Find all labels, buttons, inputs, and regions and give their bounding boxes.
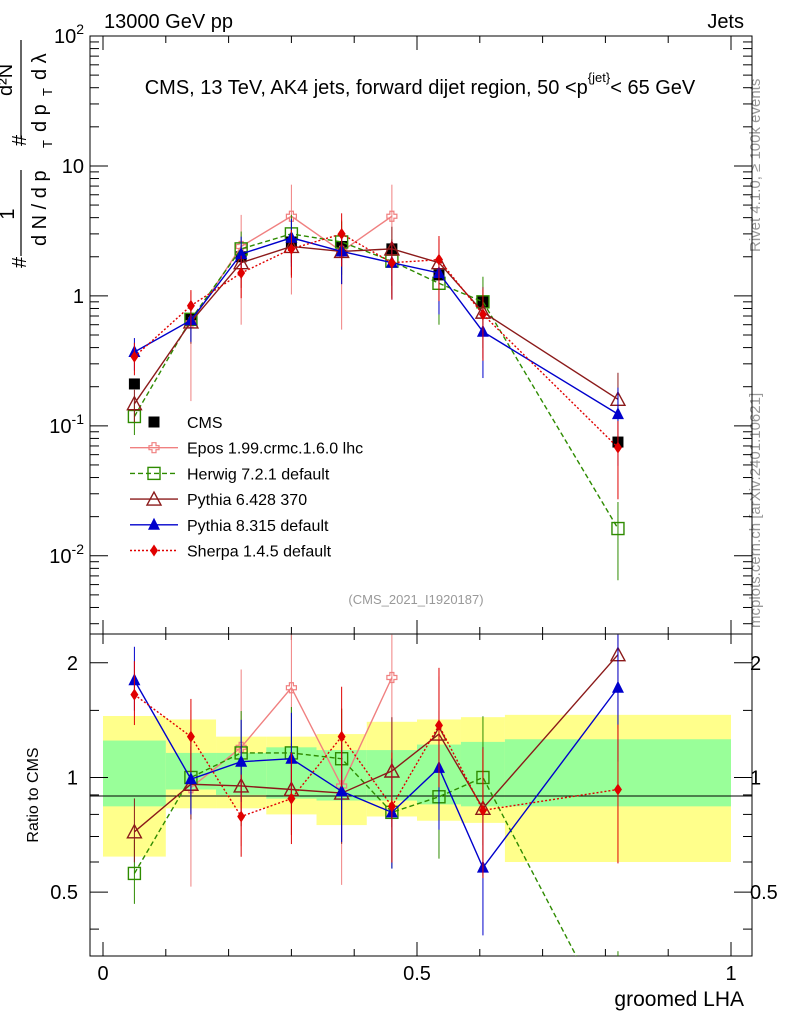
ratio-tick-label-right: 1 (750, 767, 761, 789)
svg-text:#: # (9, 256, 31, 268)
ratio-point (337, 730, 346, 743)
svg-text:T: T (40, 140, 55, 148)
y-tick-label: 1 (73, 286, 84, 308)
data-point (235, 247, 248, 260)
legend-marker (150, 544, 158, 557)
ratio-series (126, 634, 627, 956)
x-tick-label: 0.5 (403, 963, 431, 985)
x-axis-label: groomed LHA (614, 988, 744, 1011)
main-series (126, 184, 627, 581)
data-point (611, 407, 624, 420)
legend-label: Pythia 6.428 370 (187, 492, 307, 509)
ratio-tick-label: 2 (67, 653, 78, 675)
data-point (237, 267, 246, 280)
y-tick-label: 102 (54, 21, 84, 48)
svg-text:d²N: d²N (0, 64, 17, 96)
y-tick-label: 10 (62, 156, 84, 178)
svg-text:d λ: d λ (29, 53, 51, 80)
band-stat (103, 740, 166, 807)
legend-label: Sherpa 1.4.5 default (187, 544, 332, 561)
ratio-y-axis-label: Ratio to CMS (25, 747, 42, 842)
svg-text:d N / d p: d N / d p (29, 170, 51, 246)
data-point (387, 256, 396, 269)
data-point (478, 308, 487, 321)
data-point (337, 227, 346, 240)
svg-text:T: T (40, 88, 55, 96)
series-line (133, 233, 619, 529)
series-line (134, 237, 619, 415)
svg-text:#: # (9, 134, 31, 146)
data-point (611, 521, 625, 536)
header-right: Jets (707, 11, 744, 33)
ratio-point (126, 823, 143, 839)
data-point (186, 299, 195, 312)
legend-marker (148, 517, 160, 530)
ratio-point (186, 730, 195, 743)
ratio-point (387, 800, 396, 813)
ratio-tick-label: 0.5 (50, 882, 78, 904)
y-tick-label: 10-2 (49, 541, 84, 568)
legend-marker (147, 466, 161, 481)
axes: 0 0.5 1 10-2 10-1 1 10 102 0.5 0.5 1 1 2 2 (49, 21, 778, 985)
watermark: (CMS_2021_I1920187) (348, 592, 483, 607)
mcplots-label: mcplots.cern.ch [arXiv:2401.10621] (747, 393, 764, 628)
series-line (133, 245, 619, 405)
ratio-tick-label-right: 0.5 (750, 882, 778, 904)
chart-title: CMS, 13 TeV, AK4 jets, forward dijet reg… (145, 70, 696, 99)
data-point (287, 242, 296, 255)
ratio-point (287, 792, 296, 805)
legend-label-cms: CMS (187, 415, 223, 432)
data-point (613, 441, 622, 454)
ratio-point (130, 688, 139, 701)
ratio-point (285, 682, 297, 694)
ratio-point (235, 754, 248, 767)
series-4 (130, 213, 622, 500)
svg-text:d p: d p (29, 104, 51, 132)
y-tick-label: 10-1 (49, 411, 84, 438)
ratio-point (335, 784, 348, 797)
y-axis-label: # 1 d N / d p T # d²N d p T d λ (0, 40, 55, 268)
ratio-tick-label-right: 2 (750, 653, 761, 675)
legend-marker-cms (148, 416, 160, 428)
data-point (130, 350, 139, 363)
data-point (285, 210, 297, 222)
rivet-label: Rivet 4.1.0, ≥ 100k events (747, 79, 764, 252)
ratio-point (127, 866, 142, 881)
data-point (126, 395, 143, 411)
data-point (386, 210, 398, 222)
ratio-point (237, 810, 246, 823)
legend-marker (145, 490, 163, 506)
x-tick-label: 1 (725, 963, 736, 985)
legend-label: Epos 1.99.crmc.1.6.0 lhc (187, 441, 363, 458)
data-point (434, 253, 443, 266)
data-point-cms (128, 378, 140, 390)
ratio-point (184, 772, 197, 785)
ratio-point (434, 719, 443, 732)
legend-label: Herwig 7.2.1 default (187, 466, 330, 483)
ratio-tick-label: 1 (67, 767, 78, 789)
ratio-point (611, 680, 624, 693)
header-left: 13000 GeV pp (104, 11, 233, 33)
x-tick-label: 0 (97, 963, 108, 985)
ratio-series-4 (130, 661, 622, 879)
ratio-point (613, 783, 622, 796)
legend-label: Pythia 8.315 default (187, 518, 329, 535)
svg-text:1: 1 (0, 208, 19, 219)
ratio-point (478, 804, 487, 817)
legend: CMS Epos 1.99.crmc.1.6.0 lhc Herwig 7.2.1 … (130, 415, 363, 561)
legend-marker (148, 442, 160, 454)
ratio-point (386, 671, 398, 684)
